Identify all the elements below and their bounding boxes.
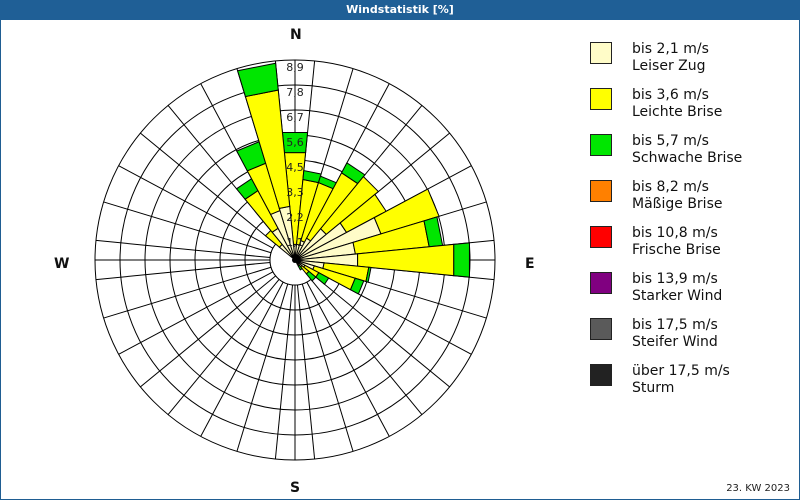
wind-rose-chart: 1,1 2,2 3,3 4,5 5,6 6,7 7,8 8,9 N E S W: [0, 20, 560, 500]
legend-label: Leiser Zug: [632, 58, 706, 74]
wind-bar-segment: [315, 272, 330, 285]
legend-item: bis 5,7 m/s Schwache Brise: [590, 133, 790, 179]
compass-east-label: E: [525, 256, 535, 272]
legend-item: bis 10,8 m/s Frische Brise: [590, 225, 790, 271]
legend-swatch: [590, 364, 612, 386]
legend-range: bis 2,1 m/s: [632, 41, 709, 57]
legend-range: bis 8,2 m/s: [632, 179, 709, 195]
wind-bar-segment: [453, 242, 470, 278]
legend-label: Starker Wind: [632, 288, 723, 304]
legend-item: bis 3,6 m/s Leichte Brise: [590, 87, 790, 133]
radial-scale-label: 8,9: [286, 61, 304, 74]
compass-west-label: W: [54, 256, 70, 272]
radial-scale-label: 7,8: [286, 86, 304, 99]
radial-scale-label: 4,5: [286, 161, 304, 174]
legend-range: bis 10,8 m/s: [632, 225, 718, 241]
compass-south-label: S: [290, 480, 301, 496]
period-label: 23. KW 2023: [726, 483, 790, 494]
compass-north-label: N: [290, 27, 302, 43]
legend-range: bis 13,9 m/s: [632, 271, 718, 287]
radial-scale-label: 1,1: [286, 236, 304, 249]
window-title: Windstatistik [%]: [0, 0, 800, 20]
radial-scale-label: 2,2: [286, 211, 304, 224]
legend-swatch: [590, 272, 612, 294]
legend-item: bis 13,9 m/s Starker Wind: [590, 271, 790, 317]
wind-rose-svg: 1,1 2,2 3,3 4,5 5,6 6,7 7,8 8,9: [94, 59, 496, 461]
wind-bar-segment: [297, 264, 303, 271]
legend-label: Frische Brise: [632, 242, 721, 258]
wind-bar-segment: [340, 162, 366, 185]
radial-scale-label: 3,3: [286, 186, 304, 199]
wind-bar-segment: [236, 62, 279, 98]
legend-swatch: [590, 42, 612, 64]
legend: bis 2,1 m/s Leiser Zug bis 3,6 m/s Leichte…: [590, 41, 790, 409]
wind-bar-segment: [319, 175, 380, 236]
legend-range: bis 17,5 m/s: [632, 317, 718, 333]
legend-item: bis 8,2 m/s Mäßige Brise: [590, 179, 790, 225]
legend-item: bis 2,1 m/s Leiser Zug: [590, 41, 790, 87]
wind-bar-segment: [365, 266, 372, 283]
legend-swatch: [590, 318, 612, 340]
radial-scale-label: 6,7: [286, 111, 304, 124]
radial-scale-label: 5,6: [286, 136, 304, 149]
legend-swatch: [590, 134, 612, 156]
wind-bar-segment: [302, 169, 322, 184]
legend-swatch: [590, 180, 612, 202]
legend-label: Sturm: [632, 380, 675, 396]
legend-label: Leichte Brise: [632, 104, 723, 120]
legend-label: Schwache Brise: [632, 150, 743, 166]
legend-range: bis 3,6 m/s: [632, 87, 709, 103]
wind-bar-segment: [373, 188, 440, 235]
legend-item: bis 17,5 m/s Steifer Wind: [590, 317, 790, 363]
legend-swatch: [590, 88, 612, 110]
legend-range: über 17,5 m/s: [632, 363, 730, 379]
legend-item: über 17,5 m/s Sturm: [590, 363, 790, 409]
wind-bar-segment: [349, 277, 365, 295]
legend-range: bis 5,7 m/s: [632, 133, 709, 149]
legend-label: Steifer Wind: [632, 334, 718, 350]
legend-label: Mäßige Brise: [632, 196, 723, 212]
wind-bar-segment: [305, 270, 317, 282]
legend-swatch: [590, 226, 612, 248]
